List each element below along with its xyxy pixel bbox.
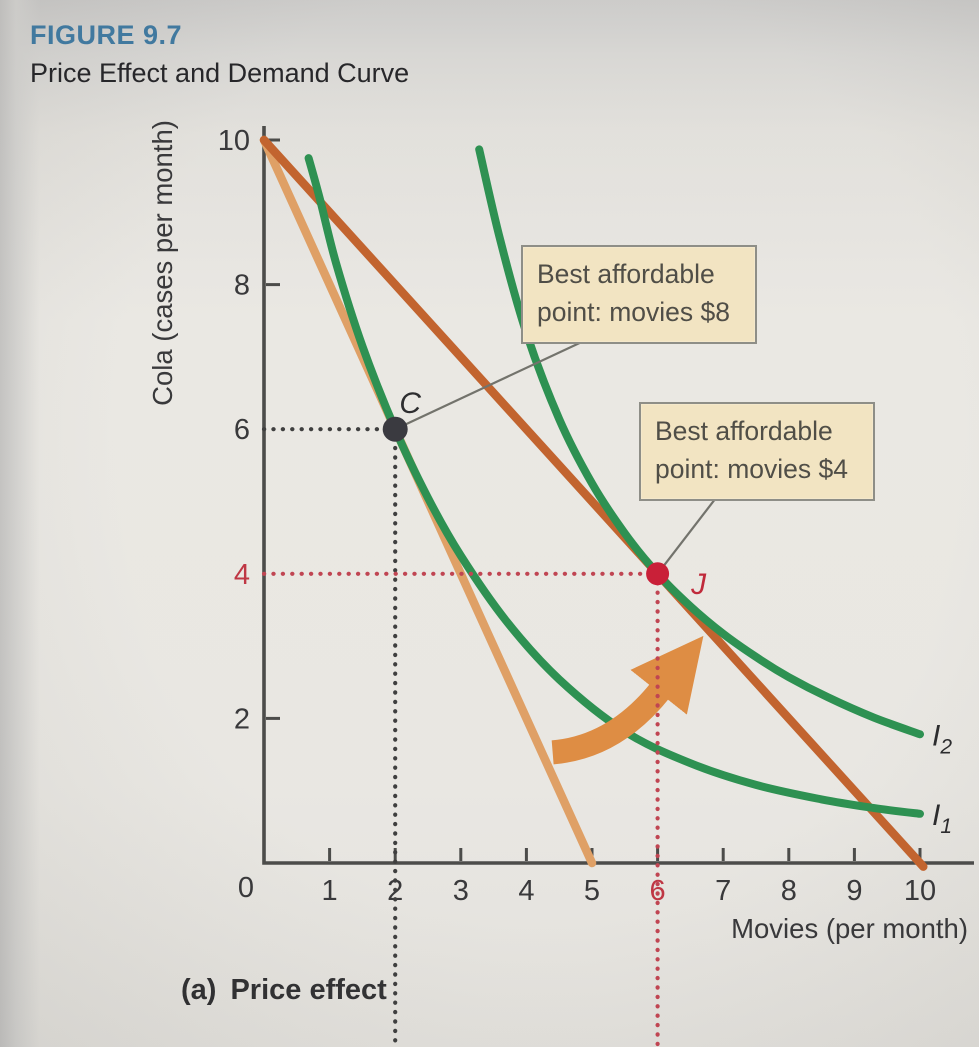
point-C-label: C [399,387,421,420]
indifference-curve-I1 [304,154,924,818]
x-tick-label: 8 [781,875,797,907]
indifference-curve-I2-label: I2 [932,719,952,758]
point-J-label: J [690,568,707,601]
x-tick-label: 9 [846,875,862,907]
x-tick-label: 6 [650,875,666,907]
x-axis-title: Movies (per month) [731,913,968,944]
x-tick-label: 3 [453,875,469,907]
panel-letter: (a) [181,974,217,1006]
figure-title: Price Effect and Demand Curve [30,58,410,88]
y-tick-label: 4 [234,559,250,591]
budget-line-movie-price-4 [259,135,928,871]
callout-leader-C [394,339,587,431]
y-tick-label: 10 [218,125,250,157]
callout-best-affordable-movies-8: Best affordable point: movies $8 [521,245,757,345]
y-tick-label: 6 [234,414,250,446]
y-tick-label: 8 [234,270,250,302]
x-tick-label: 1 [322,875,338,907]
axes [262,126,974,865]
x-tick-label: 7 [715,875,731,907]
figure-header: FIGURE 9.7 Price Effect and Demand Curve [30,20,409,89]
point-J [646,562,670,586]
x-tick-label: 4 [518,875,534,907]
panel-caption-text: Price effect [230,974,387,1006]
callout-text: Best affordable point: movies $8 [537,259,730,327]
point-C [382,416,408,442]
callout-text: Best affordable point: movies $4 [655,416,848,484]
origin-label: 0 [238,872,254,904]
x-tick-label: 10 [904,875,936,907]
figure-number: FIGURE 9.7 [30,20,183,50]
x-tick-label: 5 [584,875,600,907]
y-axis-title: Cola (cases per month) [147,120,178,406]
y-tick-label: 2 [234,703,250,735]
callout-best-affordable-movies-4: Best affordable point: movies $4 [639,402,875,502]
price-effect-arrow [551,635,704,765]
indifference-curve-I1-label: I1 [932,799,952,838]
panel-caption: (a) Price effect [181,974,387,1007]
callout-leader-J [656,493,720,575]
